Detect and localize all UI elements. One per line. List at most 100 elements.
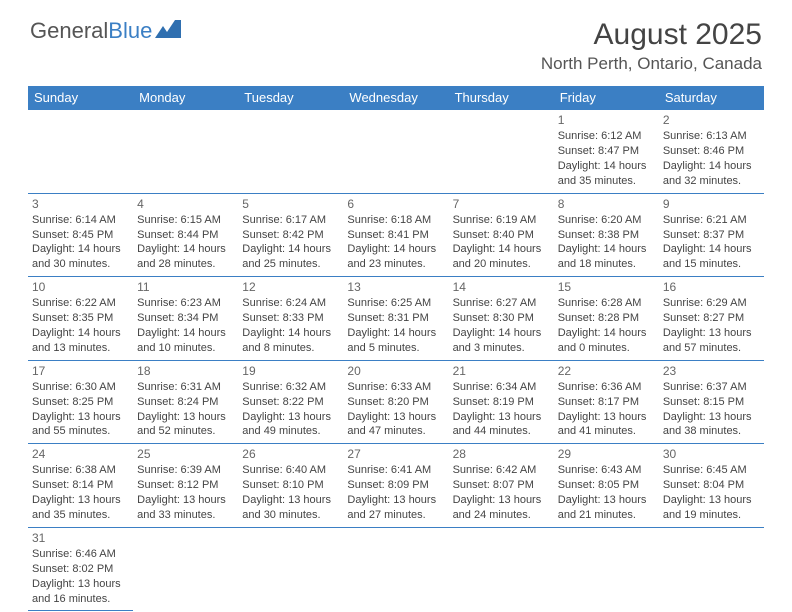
calendar-cell: 17Sunrise: 6:30 AMSunset: 8:25 PMDayligh…: [28, 360, 133, 444]
day-number: 10: [32, 279, 129, 295]
sunset: Sunset: 8:07 PM: [453, 478, 550, 493]
sunrise: Sunrise: 6:39 AM: [137, 463, 234, 478]
day-number: 22: [558, 363, 655, 379]
sunrise: Sunrise: 6:31 AM: [137, 380, 234, 395]
daylight: Daylight: 13 hours and 21 minutes.: [558, 493, 655, 523]
day-number: 18: [137, 363, 234, 379]
day-number: 24: [32, 446, 129, 462]
day-number: 17: [32, 363, 129, 379]
day-number: 30: [663, 446, 760, 462]
daylight: Daylight: 13 hours and 33 minutes.: [137, 493, 234, 523]
location: North Perth, Ontario, Canada: [541, 54, 762, 74]
sunset: Sunset: 8:44 PM: [137, 228, 234, 243]
day-number: 31: [32, 530, 129, 546]
title-block: August 2025 North Perth, Ontario, Canada: [541, 18, 762, 74]
calendar-cell: [238, 527, 343, 611]
daylight: Daylight: 13 hours and 47 minutes.: [347, 410, 444, 440]
calendar-cell: [133, 527, 238, 611]
sunrise: Sunrise: 6:18 AM: [347, 213, 444, 228]
day-number: 23: [663, 363, 760, 379]
calendar-cell: 12Sunrise: 6:24 AMSunset: 8:33 PMDayligh…: [238, 277, 343, 361]
day-number: 15: [558, 279, 655, 295]
col-monday: Monday: [133, 86, 238, 110]
calendar-cell: 2Sunrise: 6:13 AMSunset: 8:46 PMDaylight…: [659, 110, 764, 194]
daylight: Daylight: 13 hours and 24 minutes.: [453, 493, 550, 523]
sunset: Sunset: 8:37 PM: [663, 228, 760, 243]
sunset: Sunset: 8:28 PM: [558, 311, 655, 326]
sunset: Sunset: 8:24 PM: [137, 395, 234, 410]
day-number: 5: [242, 196, 339, 212]
sunset: Sunset: 8:05 PM: [558, 478, 655, 493]
sunrise: Sunrise: 6:29 AM: [663, 296, 760, 311]
daylight: Daylight: 14 hours and 13 minutes.: [32, 326, 129, 356]
daylight: Daylight: 14 hours and 32 minutes.: [663, 159, 760, 189]
sunrise: Sunrise: 6:33 AM: [347, 380, 444, 395]
sunrise: Sunrise: 6:37 AM: [663, 380, 760, 395]
sunrise: Sunrise: 6:43 AM: [558, 463, 655, 478]
calendar-cell: 10Sunrise: 6:22 AMSunset: 8:35 PMDayligh…: [28, 277, 133, 361]
daylight: Daylight: 13 hours and 41 minutes.: [558, 410, 655, 440]
header-row: Sunday Monday Tuesday Wednesday Thursday…: [28, 86, 764, 110]
day-number: 28: [453, 446, 550, 462]
calendar-cell: 25Sunrise: 6:39 AMSunset: 8:12 PMDayligh…: [133, 444, 238, 528]
day-number: 6: [347, 196, 444, 212]
calendar-cell: 3Sunrise: 6:14 AMSunset: 8:45 PMDaylight…: [28, 193, 133, 277]
sunset: Sunset: 8:15 PM: [663, 395, 760, 410]
sunrise: Sunrise: 6:45 AM: [663, 463, 760, 478]
sunrise: Sunrise: 6:42 AM: [453, 463, 550, 478]
calendar-row: 17Sunrise: 6:30 AMSunset: 8:25 PMDayligh…: [28, 360, 764, 444]
sunset: Sunset: 8:10 PM: [242, 478, 339, 493]
sunset: Sunset: 8:12 PM: [137, 478, 234, 493]
day-number: 7: [453, 196, 550, 212]
daylight: Daylight: 14 hours and 8 minutes.: [242, 326, 339, 356]
calendar-cell: 6Sunrise: 6:18 AMSunset: 8:41 PMDaylight…: [343, 193, 448, 277]
daylight: Daylight: 13 hours and 35 minutes.: [32, 493, 129, 523]
calendar-cell: 11Sunrise: 6:23 AMSunset: 8:34 PMDayligh…: [133, 277, 238, 361]
sunrise: Sunrise: 6:41 AM: [347, 463, 444, 478]
daylight: Daylight: 14 hours and 3 minutes.: [453, 326, 550, 356]
sunset: Sunset: 8:30 PM: [453, 311, 550, 326]
col-saturday: Saturday: [659, 86, 764, 110]
calendar-cell: 26Sunrise: 6:40 AMSunset: 8:10 PMDayligh…: [238, 444, 343, 528]
daylight: Daylight: 13 hours and 44 minutes.: [453, 410, 550, 440]
sunset: Sunset: 8:17 PM: [558, 395, 655, 410]
month-title: August 2025: [541, 18, 762, 52]
daylight: Daylight: 14 hours and 0 minutes.: [558, 326, 655, 356]
sunrise: Sunrise: 6:32 AM: [242, 380, 339, 395]
sunrise: Sunrise: 6:34 AM: [453, 380, 550, 395]
daylight: Daylight: 13 hours and 19 minutes.: [663, 493, 760, 523]
calendar-cell: 20Sunrise: 6:33 AMSunset: 8:20 PMDayligh…: [343, 360, 448, 444]
sunrise: Sunrise: 6:28 AM: [558, 296, 655, 311]
daylight: Daylight: 13 hours and 30 minutes.: [242, 493, 339, 523]
calendar-cell: 14Sunrise: 6:27 AMSunset: 8:30 PMDayligh…: [449, 277, 554, 361]
sunrise: Sunrise: 6:23 AM: [137, 296, 234, 311]
day-number: 25: [137, 446, 234, 462]
logo-icon: [155, 18, 181, 44]
calendar-cell: [449, 527, 554, 611]
day-number: 19: [242, 363, 339, 379]
sunrise: Sunrise: 6:30 AM: [32, 380, 129, 395]
calendar-cell: 4Sunrise: 6:15 AMSunset: 8:44 PMDaylight…: [133, 193, 238, 277]
sunset: Sunset: 8:33 PM: [242, 311, 339, 326]
sunset: Sunset: 8:20 PM: [347, 395, 444, 410]
daylight: Daylight: 14 hours and 30 minutes.: [32, 242, 129, 272]
daylight: Daylight: 14 hours and 18 minutes.: [558, 242, 655, 272]
calendar-cell: 9Sunrise: 6:21 AMSunset: 8:37 PMDaylight…: [659, 193, 764, 277]
daylight: Daylight: 13 hours and 16 minutes.: [32, 577, 129, 607]
daylight: Daylight: 14 hours and 15 minutes.: [663, 242, 760, 272]
day-number: 4: [137, 196, 234, 212]
calendar-cell: 28Sunrise: 6:42 AMSunset: 8:07 PMDayligh…: [449, 444, 554, 528]
header: GeneralBlue August 2025 North Perth, Ont…: [0, 0, 792, 80]
daylight: Daylight: 13 hours and 52 minutes.: [137, 410, 234, 440]
sunrise: Sunrise: 6:25 AM: [347, 296, 444, 311]
day-number: 12: [242, 279, 339, 295]
daylight: Daylight: 14 hours and 20 minutes.: [453, 242, 550, 272]
sunrise: Sunrise: 6:21 AM: [663, 213, 760, 228]
calendar-cell: 7Sunrise: 6:19 AMSunset: 8:40 PMDaylight…: [449, 193, 554, 277]
calendar-table: Sunday Monday Tuesday Wednesday Thursday…: [28, 86, 764, 611]
day-number: 21: [453, 363, 550, 379]
sunrise: Sunrise: 6:17 AM: [242, 213, 339, 228]
calendar-cell: 16Sunrise: 6:29 AMSunset: 8:27 PMDayligh…: [659, 277, 764, 361]
sunset: Sunset: 8:27 PM: [663, 311, 760, 326]
calendar-cell: 29Sunrise: 6:43 AMSunset: 8:05 PMDayligh…: [554, 444, 659, 528]
